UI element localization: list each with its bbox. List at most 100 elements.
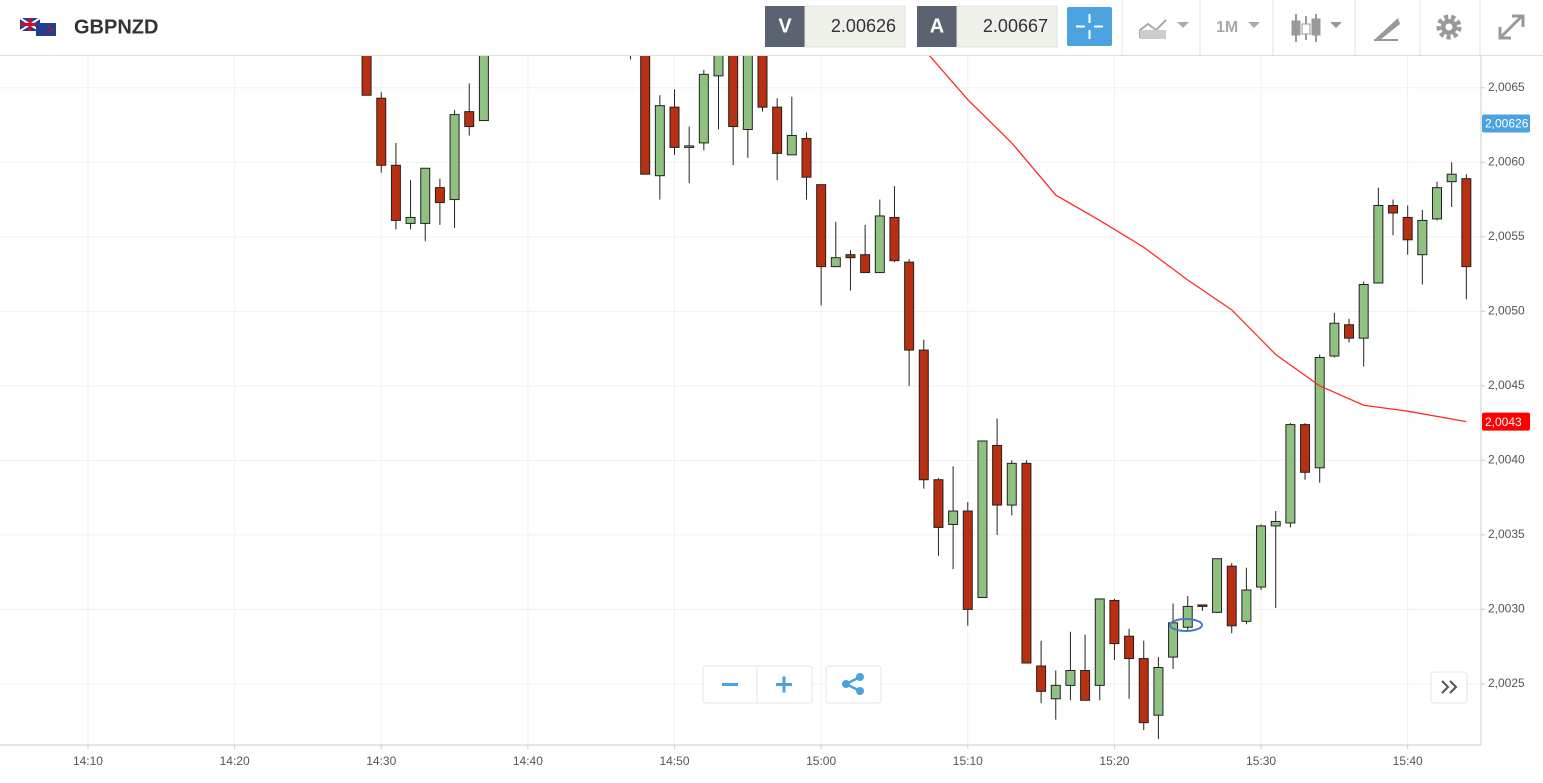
axes: 2,0025 2,0030 2,0035 2,0040 2,0045 2,0050 2,00… <box>73 80 1530 768</box>
candle-body <box>1153 667 1164 716</box>
candle-body <box>361 56 372 96</box>
drawing-button[interactable] <box>1374 18 1400 41</box>
candle-body <box>464 111 475 128</box>
candle-body <box>1344 324 1355 339</box>
candle-body <box>669 106 680 148</box>
candle-body <box>1124 635 1135 660</box>
separators <box>1121 0 1481 55</box>
x-tick-label: 15:40 <box>1393 754 1423 768</box>
symbol: GBPNZD <box>74 16 158 38</box>
candle-body <box>830 257 841 268</box>
candle-body <box>1402 216 1413 241</box>
y-tick-label: 2,0035 <box>1488 527 1525 541</box>
candle-body <box>874 215 885 274</box>
candle-body <box>1094 598 1105 686</box>
candle-body <box>757 56 768 108</box>
buy-label: A <box>930 15 944 37</box>
candle-body <box>1021 462 1032 664</box>
share-button[interactable] <box>825 665 882 704</box>
candle-body <box>1212 558 1223 613</box>
y-tick-label: 2,0060 <box>1488 154 1525 168</box>
sell-price: 2.00626 <box>831 16 896 36</box>
candle-body <box>1461 178 1472 268</box>
candle-body <box>904 261 915 351</box>
candle-body <box>449 114 460 201</box>
x-tick-label: 14:10 <box>73 754 103 768</box>
timeframe-button[interactable]: 1M <box>1216 19 1260 36</box>
annotation-ellipse <box>1169 618 1203 632</box>
y-tick-label: 2,0065 <box>1488 80 1525 94</box>
candle-body <box>698 73 709 144</box>
candle-body <box>962 510 973 610</box>
candle-body <box>1197 604 1208 607</box>
candle-body <box>889 216 900 262</box>
x-tick-label: 14:50 <box>659 754 689 768</box>
candle-body <box>1182 605 1193 628</box>
price-tag <box>1482 114 1530 133</box>
candle-type-button[interactable] <box>1291 14 1342 42</box>
x-tick-label: 14:20 <box>220 754 250 768</box>
candle-body <box>713 56 724 77</box>
candle-body <box>1168 622 1179 658</box>
candle-body <box>1109 599 1120 645</box>
candle-body <box>654 105 665 177</box>
candle-body <box>1373 205 1384 284</box>
sell-price-box[interactable] <box>804 5 906 48</box>
plot <box>361 56 1472 740</box>
candle-body <box>390 164 401 221</box>
price-tag-label: 2,00626 <box>1485 117 1529 131</box>
candle-body <box>992 444 1003 506</box>
candle-body <box>1036 665 1047 692</box>
candle-body <box>860 254 871 274</box>
candle-body <box>1226 565 1237 627</box>
grid <box>0 55 1481 745</box>
candle-body <box>434 187 445 204</box>
candle-body <box>1241 589 1252 622</box>
candle-body <box>1300 424 1311 473</box>
candle-body <box>1417 219 1428 256</box>
candle-body <box>816 184 827 268</box>
scroll-end-button[interactable] <box>1430 671 1468 704</box>
moving-average-line <box>928 56 1467 423</box>
candle-body <box>1329 322 1340 357</box>
candle-body <box>478 56 489 122</box>
candle-body <box>1080 669 1091 701</box>
sell-label: V <box>778 15 792 37</box>
candle-body <box>1388 205 1399 214</box>
candle-body <box>801 137 812 178</box>
timeframe: 1M <box>1216 19 1238 36</box>
price-tag-label: 2,0043 <box>1485 415 1522 429</box>
candle-body <box>376 97 387 166</box>
y-tick-label: 2,0050 <box>1488 304 1525 318</box>
candle-body <box>786 134 797 156</box>
candle-body <box>728 56 739 128</box>
candle-body <box>1358 284 1369 339</box>
buy-price-box[interactable] <box>956 5 1058 48</box>
x-tick-label: 15:00 <box>806 754 836 768</box>
zoom-controls[interactable] <box>702 665 813 704</box>
y-tick-label: 2,0045 <box>1488 378 1525 392</box>
candle-body <box>1256 525 1267 588</box>
settings-button[interactable] <box>1436 14 1462 40</box>
candle-body <box>1314 357 1325 469</box>
y-tick-label: 2,0040 <box>1488 453 1525 467</box>
y-tick-label: 2,0030 <box>1488 602 1525 616</box>
x-tick-label: 15:30 <box>1246 754 1276 768</box>
y-tick-label: 2,0055 <box>1488 229 1525 243</box>
y-tick-label: 2,0025 <box>1488 676 1525 690</box>
crosshair-button[interactable] <box>1067 7 1112 46</box>
candle-body <box>1138 658 1149 724</box>
x-tick-label: 15:20 <box>1099 754 1129 768</box>
candle-body <box>1270 520 1281 527</box>
sell-label-box[interactable] <box>765 6 805 47</box>
fullscreen-button[interactable] <box>1498 14 1525 40</box>
candle-body <box>640 56 651 175</box>
buy-label-box[interactable] <box>917 6 957 47</box>
candle-body <box>1050 684 1061 700</box>
chart-type-button[interactable] <box>1139 19 1189 39</box>
candle-body <box>1432 187 1443 220</box>
buy-price: 2.00667 <box>983 16 1048 36</box>
candle-body <box>918 349 929 481</box>
